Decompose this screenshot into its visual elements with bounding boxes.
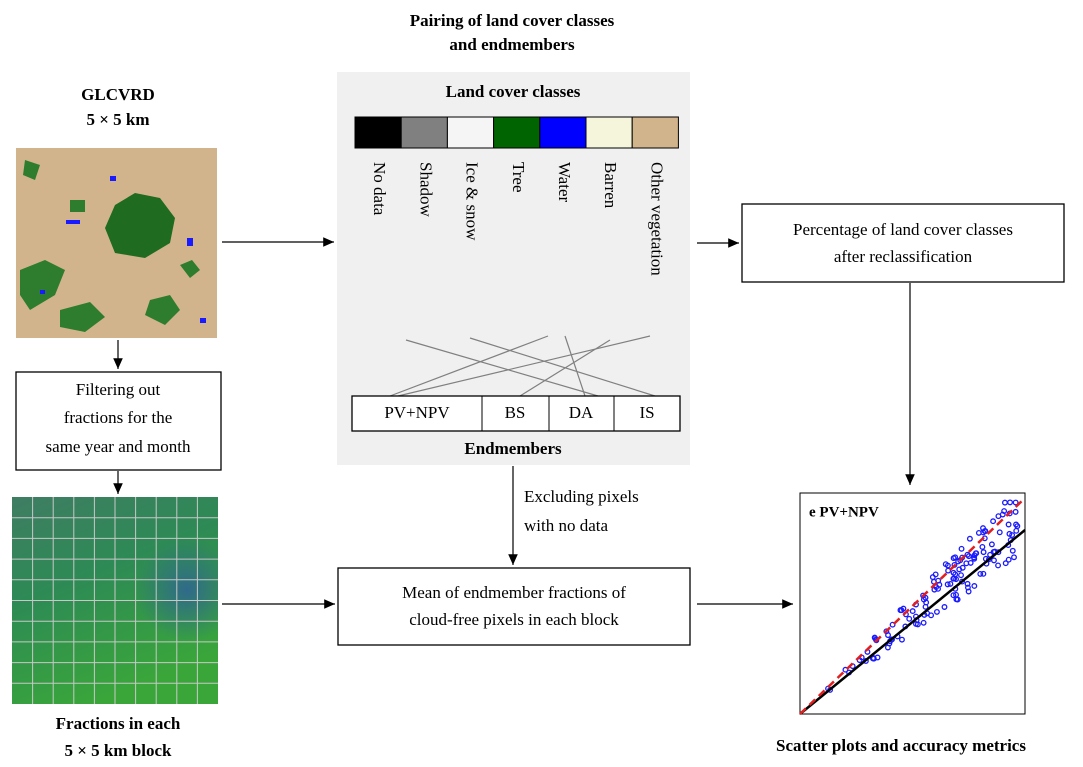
map-image: [16, 148, 217, 338]
step-text: Percentage of land cover classes: [793, 220, 1013, 239]
endmembers-title: Endmembers: [464, 439, 562, 458]
step-text: Filtering out: [76, 380, 161, 399]
class-label: Ice & snow: [463, 162, 482, 241]
scatter-title: Scatter plots and accuracy metrics: [776, 736, 1026, 755]
scatter-image: e PV+NPV: [800, 493, 1025, 714]
step-text: fractions for the: [64, 408, 173, 427]
percentage-box: [742, 204, 1064, 282]
source-title: 5 × 5 km: [86, 110, 149, 129]
class-label: Shadow: [416, 162, 435, 218]
class-swatch: [586, 117, 632, 148]
step-text: Mean of endmember fractions of: [402, 583, 626, 602]
class-label: Water: [555, 162, 574, 202]
class-label: Tree: [509, 162, 528, 193]
endmember: DA: [569, 403, 594, 422]
step-text: same year and month: [46, 437, 191, 456]
class-swatch: [540, 117, 586, 148]
step-text: with no data: [524, 516, 608, 535]
fractions-title: 5 × 5 km block: [65, 741, 173, 760]
fractions-image: [12, 497, 218, 704]
endmember: IS: [639, 403, 654, 422]
class-label: Other vegetation: [647, 162, 666, 276]
class-label: Barren: [601, 162, 620, 209]
source-title: GLCVRD: [81, 85, 155, 104]
diagram: Pairing of land cover classes and endmem…: [0, 0, 1083, 767]
class-swatch: [447, 117, 493, 148]
class-swatch: [494, 117, 540, 148]
endmember: PV+NPV: [384, 403, 450, 422]
title: Pairing of land cover classes: [410, 11, 615, 30]
endmember: BS: [505, 403, 526, 422]
fractions-title: Fractions in each: [56, 714, 181, 733]
class-label: No data: [370, 162, 389, 216]
class-swatch: [401, 117, 447, 148]
step-text: after reclassification: [834, 247, 973, 266]
land-cover-title: Land cover classes: [446, 82, 581, 101]
mean-box: [338, 568, 690, 645]
class-swatch: [355, 117, 401, 148]
scatter-label: e PV+NPV: [809, 504, 879, 520]
class-swatch: [632, 117, 678, 148]
title: and endmembers: [449, 35, 575, 54]
step-text: Excluding pixels: [524, 487, 639, 506]
step-text: cloud-free pixels in each block: [409, 610, 619, 629]
